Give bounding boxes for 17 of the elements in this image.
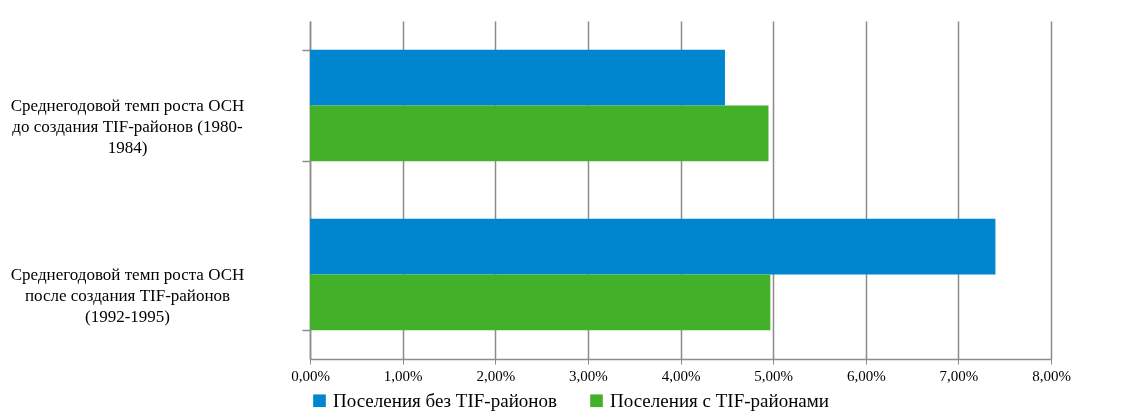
x-tick-label: 8,00% [1032,367,1071,384]
x-tick-label: 0,00% [291,367,330,384]
x-tick-label: 1,00% [383,367,423,384]
legend-label: Поселения без TIF-районов [333,389,557,411]
bar [310,218,996,275]
y-tick-label: Среднегодовой темп роста ОСН после создания TIF-районов (1992-1995) [10,265,245,326]
x-tick-label: 4,00% [661,367,701,384]
x-tick-label: 2,00% [476,367,516,384]
y-tick-label: Среднегодовой темп роста ОСН до создания TIF-районов (1980-1984) [10,96,245,157]
bar [310,274,771,331]
x-tick-label: 3,00% [569,367,608,384]
bar [310,105,769,162]
x-tick-label: 7,00% [939,367,979,384]
bar [310,49,725,106]
x-tick-label: 6,00% [846,367,886,384]
legend-label: Поселения с TIF-районами [610,389,829,411]
x-tick-label: 5,00% [754,367,793,384]
